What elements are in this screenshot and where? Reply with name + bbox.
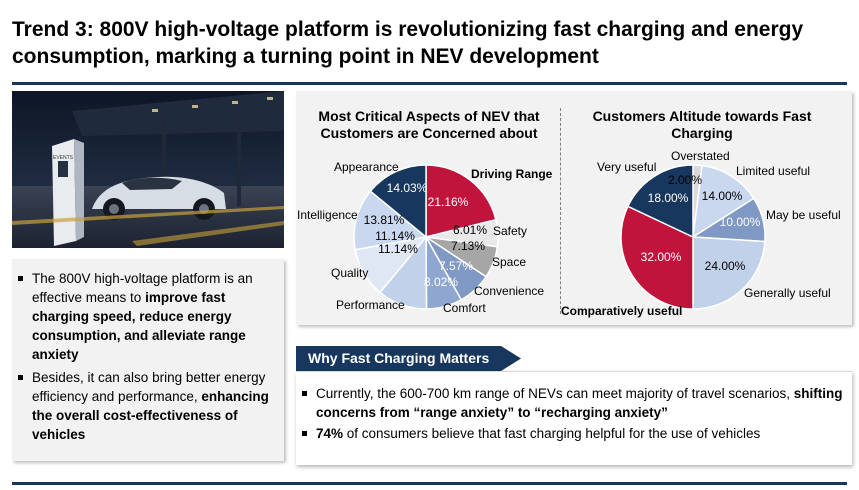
pie1-slice xyxy=(425,164,497,238)
pie2-slice xyxy=(626,164,694,239)
pie2-category-label: Overstated xyxy=(671,149,730,163)
pie1-category-label: Intelligence xyxy=(297,208,358,222)
why-item: 74% of consumers believe that fast charg… xyxy=(296,424,844,443)
pie2-value-label: 14.00% xyxy=(702,189,743,203)
pie1-category-label: Safety xyxy=(493,224,527,238)
bullet-text: Currently, the 600-700 km range of NEVs … xyxy=(316,386,794,401)
pie2-category-label: Very useful xyxy=(597,160,656,174)
pie1-value-label: 21.16% xyxy=(428,195,469,209)
pie1-value-label: 7.13% xyxy=(451,239,485,253)
pie1-value-label: 7.57% xyxy=(439,259,473,273)
bullet-text: Besides, it can also bring better energy… xyxy=(32,370,266,404)
pie1-category-label: Convenience xyxy=(474,284,544,298)
pie2-value-label: 32.00% xyxy=(641,250,682,264)
pie2-category-label: Limited useful xyxy=(736,164,810,178)
bullet-bold-text: 74% xyxy=(316,426,344,441)
pie1-value-label: 11.14% xyxy=(375,229,415,243)
bullet-bold-text: shifting concerns from “range anxiety” t… xyxy=(316,386,843,420)
photo-brand-text: EVENTS xyxy=(53,155,74,161)
chart2-title: Customers Altitude towards Fast Charging xyxy=(592,108,812,141)
pie1-value-label: 13.81% xyxy=(364,213,405,227)
pie1-value-label: 11.14% xyxy=(378,242,418,256)
why-item: Currently, the 600-700 km range of NEVs … xyxy=(296,384,844,422)
pie1-category-label: Appearance xyxy=(334,160,399,174)
pie1-category-label: Space xyxy=(492,255,526,269)
pie1-category-label: Performance xyxy=(336,298,405,312)
key-point-item: Besides, it can also bring better energy… xyxy=(12,368,274,444)
bullet-text: of consumers believe that fast charging … xyxy=(343,426,761,441)
pie-chart-concerns: 21.16%Driving Range 6.01% Safety 7.13% Space… xyxy=(297,160,553,315)
pie1-value-label: 8.02% xyxy=(424,275,458,289)
why-list: Currently, the 600-700 km range of NEVs … xyxy=(296,372,852,443)
charts-divider xyxy=(560,108,561,314)
pie1-category-label: Driving Range xyxy=(471,167,553,181)
pie2-value-label: 2.00% xyxy=(668,173,702,187)
bullet-text: The 800V high-voltage platform is an eff… xyxy=(32,271,253,305)
chart1-title: Most Critical Aspects of NEV that Custom… xyxy=(318,108,540,141)
pie1-value-label: 6.01% xyxy=(453,223,487,237)
charging-station-photo: EVENTS xyxy=(12,91,284,248)
pie2-category-label: May be useful xyxy=(766,208,841,222)
pie2-category-label: Comparatively useful xyxy=(561,304,682,318)
pie2-value-label: 10.00% xyxy=(720,215,761,229)
why-box: Currently, the 600-700 km range of NEVs … xyxy=(296,371,852,465)
key-point-item: The 800V high-voltage platform is an eff… xyxy=(12,269,274,364)
pie1-value-label: 14.03% xyxy=(387,181,428,195)
why-heading: Why Fast Charging Matters xyxy=(296,346,521,371)
pie2-category-label: Generally useful xyxy=(744,286,831,300)
pie2-value-label: 18.00% xyxy=(648,191,689,205)
pie1-category-label: Quality xyxy=(331,266,368,280)
pie2-value-label: 24.00% xyxy=(705,259,746,273)
pie1-slice xyxy=(369,164,427,239)
pie2-slice xyxy=(620,205,694,310)
bottom-divider xyxy=(12,482,847,485)
pie-chart-attitude: 2.00% Overstated 14.00% Limited useful 10.00… xyxy=(561,149,841,318)
top-divider xyxy=(12,82,847,85)
pie2-slice xyxy=(692,236,766,310)
bullet-bold-text: improve fast charging speed, reduce ener… xyxy=(32,290,246,362)
bullet-bold-text: enhancing the overall cost-effectiveness… xyxy=(32,389,269,442)
pie1-slice xyxy=(353,190,428,251)
key-points-box: The 800V high-voltage platform is an eff… xyxy=(12,259,284,461)
pie2-slice xyxy=(692,164,755,239)
page-title: Trend 3: 800V high-voltage platform is r… xyxy=(12,18,804,68)
key-points-list: The 800V high-voltage platform is an eff… xyxy=(12,259,284,444)
pie1-category-label: Comfort xyxy=(443,301,486,315)
